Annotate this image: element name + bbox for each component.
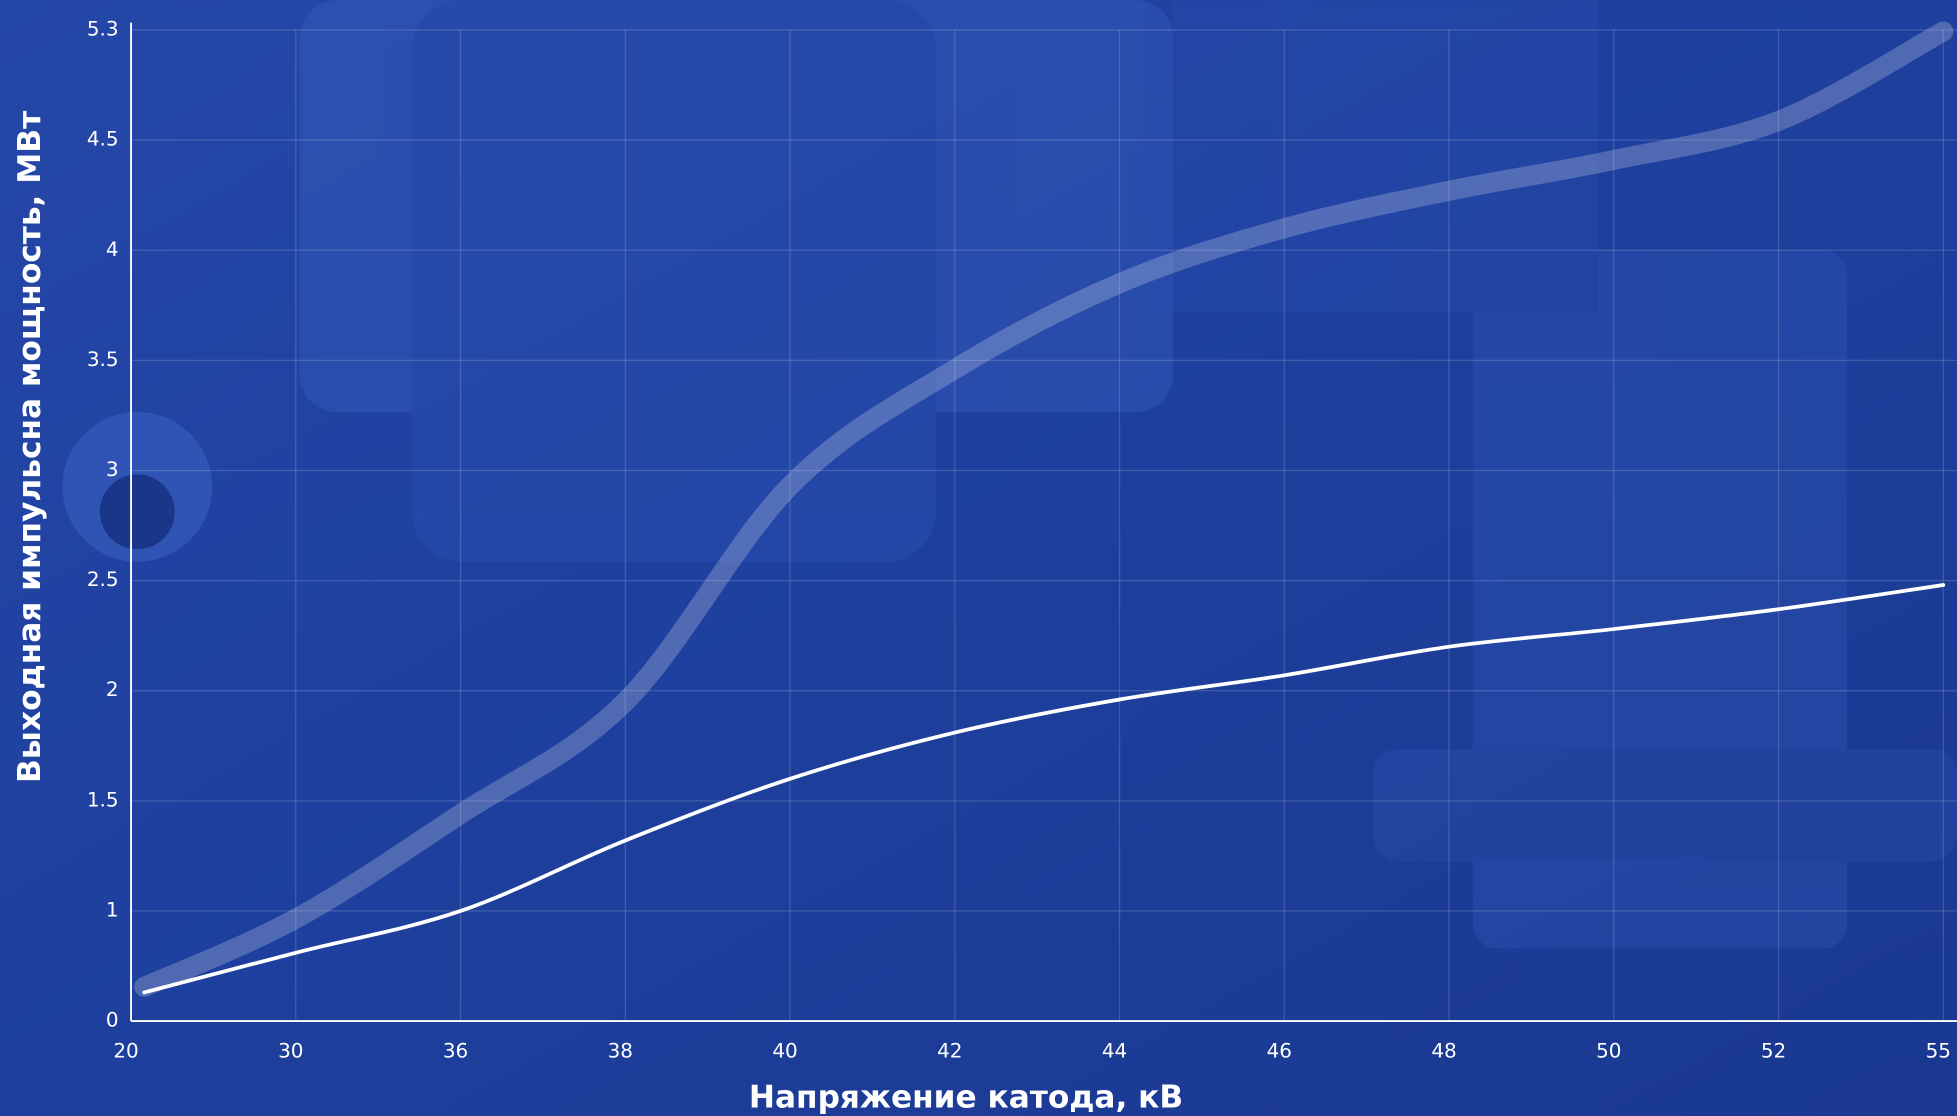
x-tick-label: 40 bbox=[772, 1039, 797, 1063]
x-tick-label: 36 bbox=[443, 1039, 468, 1063]
x-tick-label: 46 bbox=[1267, 1039, 1292, 1063]
y-tick-label: 2 bbox=[106, 677, 119, 701]
y-tick-label: 3.5 bbox=[87, 347, 119, 371]
x-tick-label: 20 bbox=[113, 1039, 138, 1063]
y-tick-label: 1 bbox=[106, 897, 119, 921]
line-series bbox=[142, 583, 1946, 995]
photo-backdrop bbox=[62, 0, 1957, 949]
x-tick-label: 38 bbox=[608, 1039, 633, 1063]
x-tick-label: 52 bbox=[1761, 1039, 1786, 1063]
y-axis-title: Выходная импульсна мощность, МВт bbox=[12, 111, 48, 783]
x-axis-title: Напряжение катода, кВ bbox=[749, 1079, 1183, 1115]
y-tick-label: 3 bbox=[106, 457, 119, 481]
x-tick-label: 44 bbox=[1102, 1039, 1127, 1063]
y-tick-label: 5.3 bbox=[87, 17, 119, 41]
x-tick-label: 30 bbox=[278, 1039, 303, 1063]
y-tick-label: 0 bbox=[106, 1008, 119, 1032]
y-tick-label: 2.5 bbox=[87, 567, 119, 591]
x-tick-label: 50 bbox=[1596, 1039, 1621, 1063]
x-tick-label: 55 bbox=[1926, 1039, 1951, 1063]
y-tick-label: 4 bbox=[106, 237, 119, 261]
y-tick-label: 4.5 bbox=[87, 127, 119, 151]
x-tick-label: 42 bbox=[937, 1039, 962, 1063]
line-series bbox=[134, 21, 1954, 997]
x-tick-label: 48 bbox=[1431, 1039, 1456, 1063]
y-tick-label: 1.5 bbox=[87, 787, 119, 811]
